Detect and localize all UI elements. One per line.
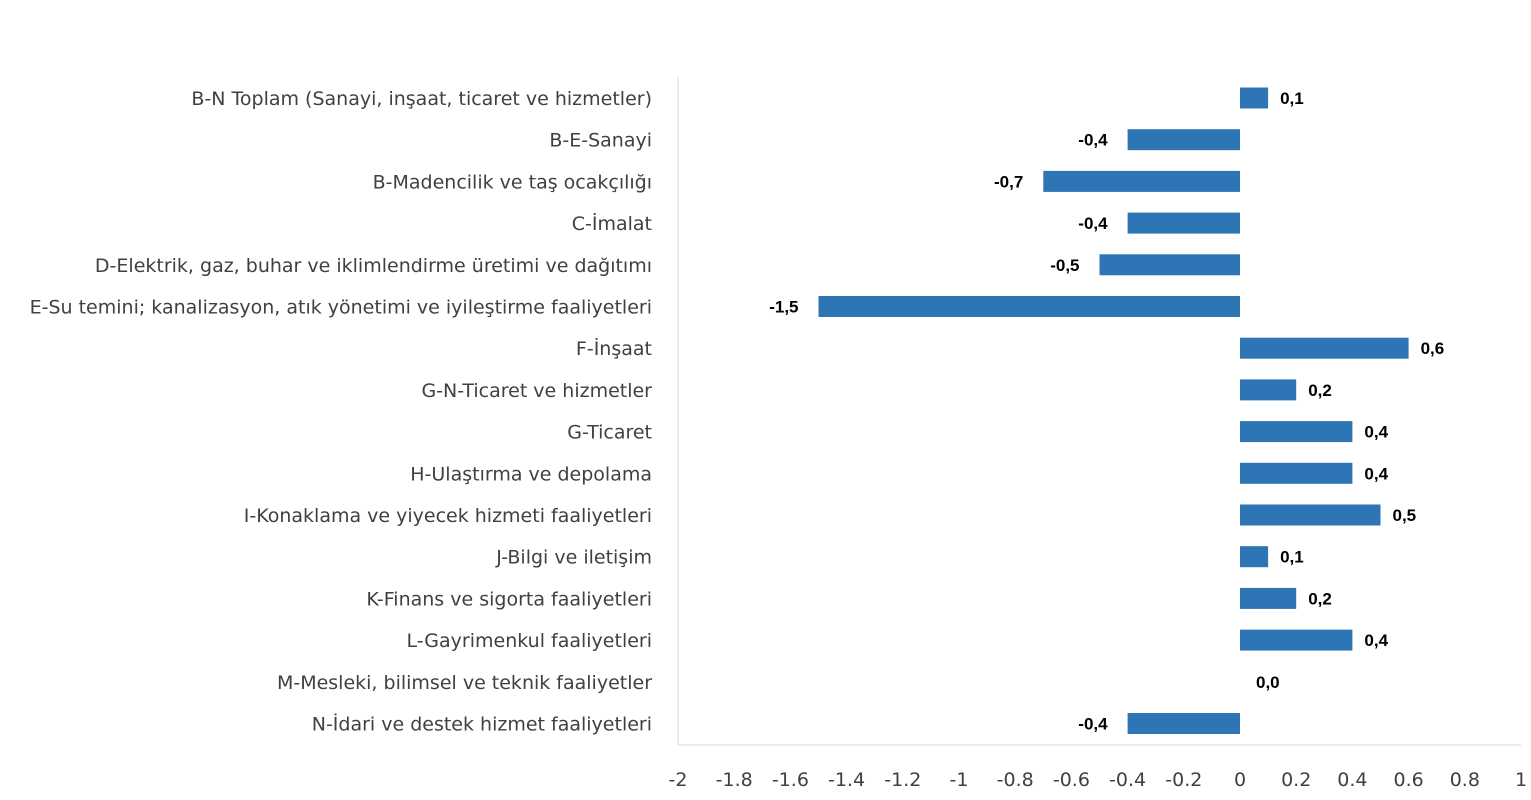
data-label: -0,4 [1078,715,1108,734]
category-label: H-Ulaştırma ve depolama [410,463,652,485]
x-tick-label: -1 [950,769,969,791]
category-label: D-Elektrik, gaz, buhar ve iklimlendirme … [95,255,652,277]
x-tick-label: -1.6 [772,769,809,791]
bar [1127,713,1240,734]
bar [1240,587,1297,609]
category-label: B-Madencilik ve taş ocakçılığı [373,171,652,193]
bar [1099,254,1240,276]
data-label: -1,5 [769,298,798,317]
data-label: -0,4 [1078,214,1108,233]
x-tick-label: -1.4 [828,769,865,791]
x-tick-label: -2 [669,769,688,791]
x-tick-label: -0.8 [997,769,1034,791]
label-layer: B-N Toplam (Sanayi, inşaat, ticaret ve h… [30,88,1445,736]
bar [1127,129,1240,151]
data-label: 0,1 [1280,89,1304,108]
category-label: B-N Toplam (Sanayi, inşaat, ticaret ve h… [191,88,652,110]
category-label: M-Mesleki, bilimsel ve teknik faaliyetle… [277,672,652,694]
bar [1043,170,1240,192]
category-label: I-Konaklama ve yiyecek hizmeti faaliyetl… [244,505,652,527]
x-tick-label: 0.6 [1393,769,1423,791]
bar [1240,87,1269,109]
bar [1240,546,1269,568]
category-label: L-Gayrimenkul faaliyetleri [407,630,653,652]
category-label: F-İnşaat [576,337,652,360]
data-label: -0,4 [1078,131,1108,150]
bar [818,296,1240,317]
bar [1240,629,1353,651]
data-label: 0,4 [1364,423,1388,442]
x-tick-label: -0.2 [1165,769,1202,791]
bar [1240,504,1381,526]
bar [1240,337,1409,359]
x-tick-label: -1.8 [716,769,753,791]
bar [1127,212,1240,234]
axis-layer: -2 -1.8 -1.6 -1.4 -1.2 -1 -0.8 -0.6 -0.4 -0.2 0 0.2… [669,77,1527,791]
category-label: B-E-Sanayi [549,130,652,152]
category-label: J-Bilgi ve iletişim [495,547,652,569]
bar [1240,379,1297,401]
x-tick-label: 1 [1515,769,1527,791]
data-label: 0,6 [1421,339,1445,358]
x-tick-label: -0.4 [1109,769,1146,791]
data-label: 0,5 [1393,506,1417,525]
category-label: K-Finans ve sigorta faaliyetleri [366,588,652,610]
data-label: 0,4 [1364,464,1388,483]
x-tick-label: -1.2 [884,769,921,791]
data-label: 0,2 [1308,589,1332,608]
x-tick-label: -0.6 [1053,769,1090,791]
x-tick-label: 0 [1234,769,1246,791]
category-label: E-Su temini; kanalizasyon, atık yönetimi… [30,297,652,319]
x-tick-label: 0.4 [1337,769,1367,791]
data-label: 0,1 [1280,548,1304,567]
data-label: 0,4 [1364,631,1388,650]
x-tick-label: 0.8 [1450,769,1480,791]
category-label: G-N-Ticaret ve hizmetler [421,380,652,402]
data-label: -0,5 [1050,256,1079,275]
bar-layer [818,87,1409,734]
bar [1240,462,1353,484]
category-label: N-İdari ve destek hizmet faaliyetleri [312,713,652,736]
category-label: G-Ticaret [567,422,652,444]
x-tick-label: 0.2 [1281,769,1311,791]
data-label: 0,2 [1308,381,1332,400]
data-label: -0,7 [994,172,1023,191]
category-label: C-İmalat [572,212,652,235]
bar [1240,421,1353,443]
data-label: 0,0 [1256,673,1280,692]
